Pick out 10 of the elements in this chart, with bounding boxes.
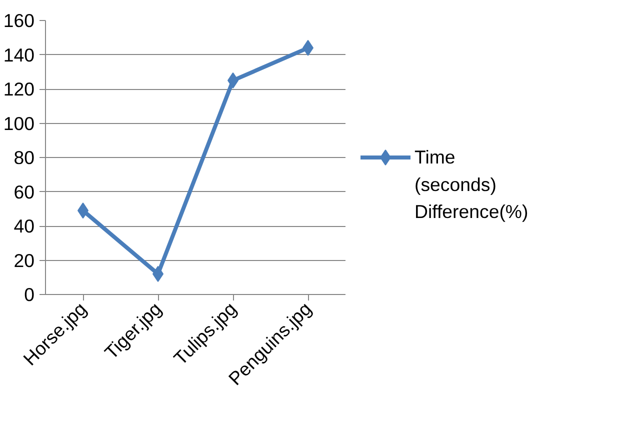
- y-tick-label: 120: [3, 78, 35, 100]
- y-tick-label: 60: [14, 181, 35, 202]
- y-tick-label: 140: [3, 44, 35, 66]
- y-tick-label: 0: [24, 284, 35, 305]
- y-tick-label: 100: [3, 112, 35, 134]
- y-tick-label: 20: [14, 250, 35, 271]
- y-tick-label: 80: [14, 147, 35, 168]
- y-tick-label: 160: [3, 10, 35, 31]
- y-tick-label: 40: [14, 216, 35, 236]
- legend-label: Time (seconds) Difference(%): [414, 146, 528, 222]
